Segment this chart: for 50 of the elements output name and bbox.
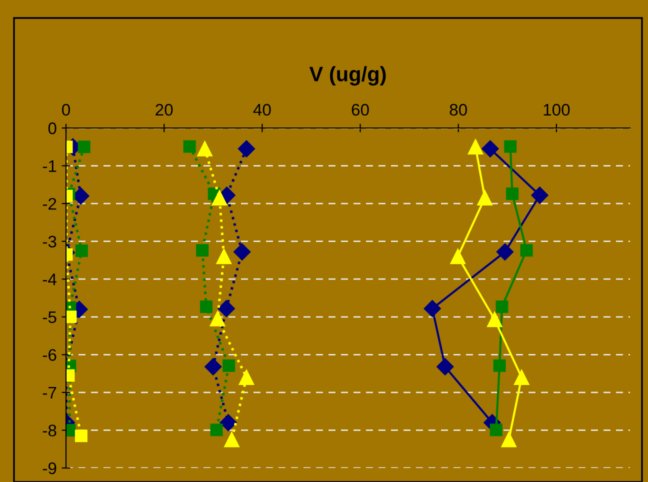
- point: [216, 248, 232, 264]
- point: [450, 248, 466, 264]
- point: [210, 311, 226, 326]
- point: [234, 243, 251, 260]
- x-tick-label: 20: [156, 104, 173, 116]
- point: [224, 432, 240, 448]
- y-tick-label: -1: [42, 160, 56, 172]
- point: [222, 359, 236, 372]
- point: [504, 140, 517, 153]
- point: [514, 370, 530, 385]
- point: [493, 359, 506, 372]
- point: [210, 424, 223, 436]
- y-tick-label: -5: [42, 311, 56, 324]
- point: [200, 300, 213, 313]
- point: [468, 139, 484, 155]
- point: [520, 244, 533, 257]
- y-tick-label: -9: [42, 462, 56, 474]
- point: [238, 140, 256, 158]
- point: [204, 358, 222, 376]
- point: [424, 300, 441, 318]
- x-tick-label: 0: [62, 104, 70, 116]
- x-tick-label: 60: [352, 104, 369, 116]
- point: [496, 300, 508, 313]
- y-tick-label: -6: [42, 349, 56, 361]
- point: [218, 300, 235, 318]
- point: [487, 312, 502, 328]
- y-tick-label: -4: [42, 274, 56, 286]
- x-axis-title: V (ug/g): [309, 66, 386, 86]
- point: [496, 243, 514, 260]
- point: [436, 358, 454, 376]
- point: [477, 190, 492, 206]
- point: [183, 140, 196, 153]
- y-tick-label: -8: [42, 424, 56, 436]
- x-tick-label: 80: [450, 104, 467, 116]
- y-tick-label: -7: [42, 387, 56, 398]
- y-tick-label: -2: [42, 198, 56, 210]
- point: [501, 432, 516, 448]
- point: [482, 140, 499, 158]
- point: [220, 414, 237, 432]
- x-tick-label: 100: [544, 104, 570, 116]
- point: [212, 190, 228, 206]
- y-tick-label: -3: [42, 236, 56, 248]
- point: [506, 187, 519, 200]
- point: [490, 424, 502, 436]
- point: [197, 141, 212, 156]
- x-tick-label: 40: [253, 104, 271, 116]
- point: [238, 370, 254, 385]
- point: [196, 244, 209, 257]
- point: [531, 186, 548, 204]
- y-tick-label: 0: [48, 122, 56, 134]
